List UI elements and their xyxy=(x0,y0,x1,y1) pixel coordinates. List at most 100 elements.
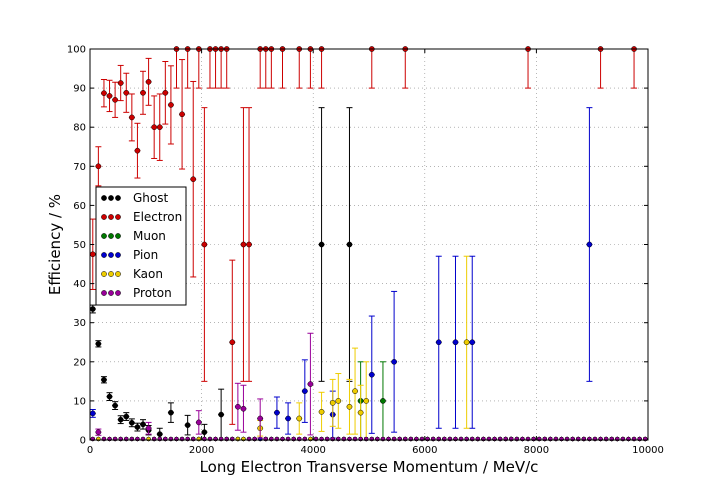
data-point xyxy=(195,419,202,426)
data-point xyxy=(156,124,163,131)
data-point xyxy=(218,411,224,418)
legend-marker xyxy=(101,214,107,220)
legend-marker xyxy=(108,214,114,220)
data-point xyxy=(246,241,252,248)
y-tick-label: 30 xyxy=(73,318,86,329)
y-axis-label: Efficiency / % xyxy=(46,194,64,295)
legend-marker xyxy=(115,214,121,220)
data-point xyxy=(112,96,118,103)
legend-marker xyxy=(108,271,114,277)
legend-item-proton: Proton xyxy=(101,286,172,300)
data-point xyxy=(357,409,364,416)
legend: Ghost Electron Muon Pion Kaon Proton xyxy=(95,186,187,306)
data-point xyxy=(463,339,470,346)
data-point xyxy=(117,80,124,86)
data-point xyxy=(346,403,353,410)
legend-marker xyxy=(108,290,114,296)
legend-label: Muon xyxy=(133,229,166,243)
legend-marker xyxy=(115,252,121,258)
legend-marker xyxy=(101,252,107,258)
x-tick-label: 6000 xyxy=(412,445,437,456)
data-point xyxy=(101,376,107,383)
data-point xyxy=(296,415,303,422)
legend-label: Proton xyxy=(133,286,172,300)
data-point xyxy=(89,306,96,312)
legend-marker xyxy=(101,233,107,239)
data-point xyxy=(586,241,593,248)
data-point xyxy=(123,89,130,96)
data-point xyxy=(318,408,325,415)
y-tick-label: 90 xyxy=(73,84,86,95)
legend-item-muon: Muon xyxy=(101,229,166,243)
data-point xyxy=(106,93,113,99)
data-point xyxy=(145,425,152,432)
legend-marker xyxy=(108,252,114,258)
data-point xyxy=(168,409,174,416)
legend-marker xyxy=(115,290,121,296)
y-tick-label: 20 xyxy=(73,357,86,368)
data-point xyxy=(469,339,476,346)
y-tick-label: 40 xyxy=(73,279,86,290)
legend-label: Ghost xyxy=(133,191,168,205)
data-point xyxy=(190,176,197,183)
x-tick-label: 2000 xyxy=(189,445,214,456)
data-point xyxy=(368,371,375,378)
x-tick-label: 4000 xyxy=(300,445,325,456)
data-point xyxy=(184,422,191,428)
data-point xyxy=(151,124,158,131)
axis-ticks: 0 2000 4000 6000 8000 10000 0 10 20 30 40 50 60 70 80 9… xyxy=(67,45,664,457)
data-point xyxy=(335,398,342,404)
data-point xyxy=(346,241,353,248)
y-tick-label: 50 xyxy=(73,240,86,251)
data-point xyxy=(380,398,386,404)
data-point xyxy=(274,409,280,416)
legend-item-electron: Electron xyxy=(101,210,182,224)
legend-label: Kaon xyxy=(133,267,163,281)
y-tick-label: 60 xyxy=(73,201,86,212)
data-point xyxy=(363,398,370,404)
data-point xyxy=(301,388,308,394)
legend-marker xyxy=(115,233,121,239)
data-point xyxy=(134,424,141,430)
data-point xyxy=(140,89,146,96)
data-point xyxy=(123,413,130,420)
legend-item-ghost: Ghost xyxy=(101,191,168,205)
y-tick-label: 70 xyxy=(73,162,86,173)
data-point xyxy=(129,114,135,121)
legend-marker xyxy=(101,290,107,296)
data-point xyxy=(168,102,174,108)
legend-item-pion: Pion xyxy=(101,248,158,262)
data-point xyxy=(179,111,185,118)
legend-marker xyxy=(101,271,107,277)
data-point xyxy=(89,251,96,258)
data-point xyxy=(235,403,241,410)
legend-marker xyxy=(108,195,114,201)
legend-marker xyxy=(101,195,107,201)
data-point xyxy=(452,339,459,346)
legend-marker xyxy=(108,233,114,239)
legend-box xyxy=(95,186,187,306)
data-point xyxy=(435,339,442,346)
data-point xyxy=(95,340,102,347)
data-point xyxy=(95,429,102,436)
data-point xyxy=(106,393,113,400)
legend-marker xyxy=(115,195,121,201)
data-point xyxy=(391,358,397,365)
x-tick-label: 0 xyxy=(87,445,93,456)
series-proton xyxy=(90,332,648,442)
legend-marker xyxy=(115,271,121,277)
data-point xyxy=(117,416,124,423)
x-axis-label: Long Electron Transverse Momentum / MeV/… xyxy=(200,458,539,476)
data-point xyxy=(229,339,236,346)
y-tick-label: 80 xyxy=(73,123,86,134)
data-point xyxy=(201,429,208,436)
data-point xyxy=(240,241,247,248)
data-point xyxy=(129,419,135,426)
x-tick-label: 8000 xyxy=(524,445,549,456)
data-point xyxy=(156,431,163,437)
data-point xyxy=(140,421,146,428)
data-point xyxy=(352,388,358,394)
data-point xyxy=(285,415,291,422)
y-tick-label: 10 xyxy=(73,396,86,407)
